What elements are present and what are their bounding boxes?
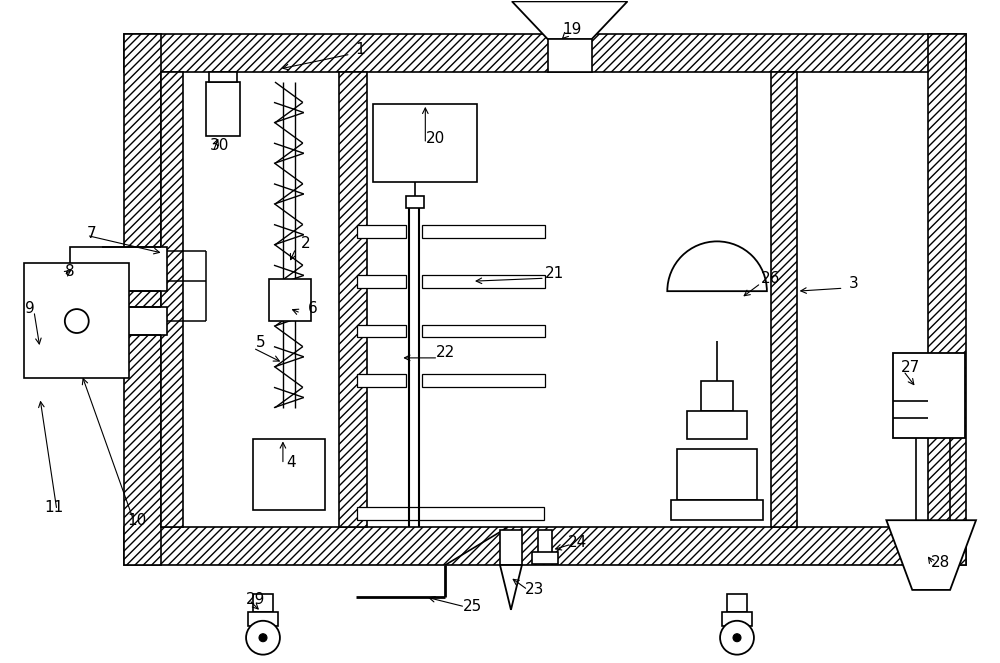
Bar [161,72,183,527]
Bar [253,438,325,511]
Bar [928,34,966,565]
Bar [722,612,752,626]
Bar [24,263,129,378]
Text: 6: 6 [308,300,318,316]
Bar [771,72,797,527]
Bar [124,34,161,565]
Text: 20: 20 [426,131,445,147]
Bar [406,196,424,208]
Text: 27: 27 [901,361,920,375]
Text: 10: 10 [127,512,146,528]
Text: 1: 1 [356,42,365,57]
Bar [548,39,592,72]
Bar [687,410,747,438]
Text: 9: 9 [25,300,35,316]
Text: 26: 26 [761,271,781,286]
Text: 30: 30 [209,139,229,153]
Bar [209,72,237,82]
Bar [206,82,240,136]
Text: 21: 21 [545,266,564,280]
Bar [253,594,273,612]
Circle shape [65,309,89,333]
Text: 23: 23 [525,582,545,597]
Circle shape [733,634,741,642]
Bar [357,225,406,238]
Circle shape [720,621,754,654]
Bar [339,72,367,527]
Bar [893,353,965,438]
Text: 11: 11 [44,500,64,514]
Text: 3: 3 [849,276,858,290]
Text: 7: 7 [87,226,97,241]
Text: 19: 19 [562,22,581,36]
Text: 4: 4 [286,455,296,470]
Bar [269,279,311,321]
Text: 22: 22 [436,345,455,361]
Text: 8: 8 [65,264,75,278]
Bar [671,501,763,520]
Bar [124,34,966,72]
Bar [373,104,477,182]
Bar [500,530,522,565]
Bar [248,612,278,626]
Bar [701,381,733,410]
Circle shape [25,269,129,373]
Bar [677,448,757,501]
Text: 5: 5 [256,335,266,351]
Polygon shape [500,565,522,610]
Circle shape [259,634,267,642]
Bar [422,274,545,288]
Polygon shape [512,1,627,39]
Bar [124,527,966,565]
Polygon shape [886,520,976,590]
Bar [422,324,545,337]
Bar [161,72,928,527]
Bar [357,274,406,288]
Text: 29: 29 [246,592,266,607]
Bar [70,247,167,291]
Text: 25: 25 [462,599,482,615]
Bar [357,324,406,337]
Wedge shape [667,241,767,291]
Circle shape [246,621,280,654]
Bar [70,307,167,335]
Bar [357,507,544,520]
Bar [357,375,406,387]
Bar [727,594,747,612]
Bar [538,530,552,554]
Bar [422,225,545,238]
Text: 24: 24 [568,534,587,550]
Bar [532,552,558,564]
Bar [422,375,545,387]
Text: 2: 2 [301,236,311,251]
Text: 28: 28 [931,554,950,570]
